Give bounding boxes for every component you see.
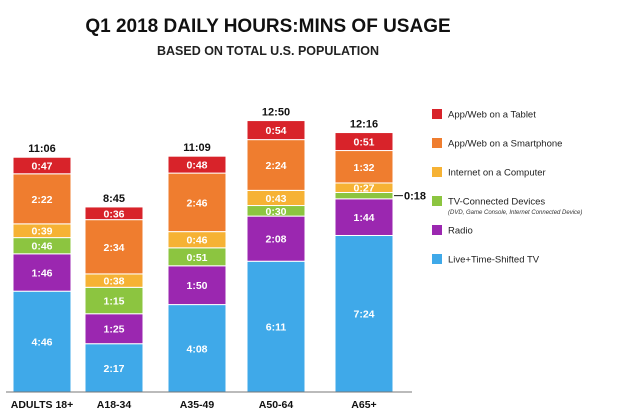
data-label: 1:32 [353, 162, 374, 174]
legend-note: (DVD, Game Console, Internet Connected D… [448, 210, 582, 216]
data-label: 0:38 [103, 276, 124, 288]
bar-segment-app-web-on-a-smartphone-a65 [334, 150, 394, 184]
bar-segment-radio-a35-49 [167, 265, 227, 306]
legend-item-app-web-on-a-tablet: App/Web on a Tablet [432, 109, 536, 121]
data-label: 0:27 [353, 183, 374, 195]
legend-label: Live+Time-Shifted TV [448, 255, 540, 266]
legend-item-live-time-shifted-tv: Live+Time-Shifted TV [432, 254, 540, 266]
total-label: 11:09 [183, 142, 211, 154]
data-label: 2:22 [31, 194, 52, 206]
data-label: 4:46 [31, 337, 52, 349]
bar-segment-tv-connected-devices-a18-34 [84, 286, 144, 315]
category-label: A50-64 [259, 399, 294, 411]
category-label: A65+ [351, 399, 376, 411]
bar-stack-a65: 7:24 1:44 0:18 0:27 1:32 0:51 12:16 [334, 119, 426, 393]
legend: App/Web on a Tablet App/Web on a Smartpho… [432, 109, 582, 266]
data-label: 0:51 [186, 252, 207, 264]
callout-label: 0:18 [404, 191, 426, 203]
data-label: 0:30 [265, 206, 286, 218]
bar-segment-app-web-on-a-smartphone-a35-49 [167, 172, 227, 233]
total-label: 8:45 [103, 193, 125, 205]
data-label: 1:50 [186, 280, 207, 292]
bar-segment-radio-adults-18 [12, 253, 72, 292]
legend-label: Internet on a Computer [448, 168, 546, 179]
legend-label: Radio [448, 226, 473, 237]
data-label: 1:46 [31, 268, 52, 280]
legend-label: App/Web on a Tablet [448, 110, 536, 121]
bar-stack-a50-64: 6:11 2:08 0:300:43 2:24 0:54 12:50 [246, 107, 306, 393]
legend-item-internet-on-a-computer: Internet on a Computer [432, 167, 546, 179]
bar-segment-app-web-on-a-smartphone-a50-64 [246, 139, 306, 191]
data-label: 0:46 [31, 241, 52, 253]
data-label: 0:36 [103, 208, 124, 220]
data-label: 2:34 [103, 242, 124, 254]
data-label: 0:47 [31, 161, 52, 173]
legend-swatch [432, 254, 442, 264]
bar-stack-adults-18: 4:46 1:46 0:46 0:39 2:22 0:47 11:06 [12, 143, 72, 393]
legend-swatch [432, 196, 442, 206]
legend-item-tv-connected-devices: TV-Connected Devices (DVD, Game Console, … [432, 196, 582, 216]
bar-segment-app-web-on-a-tablet-a65 [334, 132, 394, 152]
bar-segment-app-web-on-a-smartphone-a18-34 [84, 219, 144, 275]
bar-segment-app-web-on-a-tablet-a35-49 [167, 155, 227, 174]
legend-label: TV-Connected Devices [448, 197, 545, 208]
data-label: 2:08 [265, 234, 286, 246]
bar-stacks: 4:46 1:46 0:46 0:39 2:22 0:47 11:06 2:17 1:25 1:1… [12, 107, 426, 393]
bar-segment-app-web-on-a-tablet-a50-64 [246, 120, 306, 141]
legend-swatch [432, 167, 442, 177]
data-label: 0:46 [186, 235, 207, 247]
bar-segment-app-web-on-a-tablet-a18-34 [84, 206, 144, 221]
data-label: 1:25 [103, 324, 124, 336]
bar-segment-radio-a50-64 [246, 215, 306, 262]
total-label: 12:16 [350, 119, 378, 131]
bar-stack-a35-49: 4:08 1:50 0:51 0:46 2:46 0:48 11:09 [167, 142, 227, 393]
data-label: 2:46 [186, 197, 207, 209]
data-label: 2:24 [265, 160, 286, 172]
total-label: 12:50 [262, 107, 290, 119]
bar-segment-live-time-shifted-tv-a35-49 [167, 304, 227, 393]
data-label: 0:39 [31, 226, 52, 238]
chart-title: Q1 2018 DAILY HOURS:MINS OF USAGE [85, 16, 450, 37]
data-label: 2:17 [103, 363, 124, 375]
chart-subtitle: BASED ON TOTAL U.S. POPULATION [157, 44, 379, 58]
bar-segment-app-web-on-a-tablet-adults-18 [12, 156, 72, 175]
legend-swatch [432, 225, 442, 235]
bar-stack-a18-34: 2:17 1:25 1:15 0:38 2:34 0:36 8:45 [84, 193, 144, 393]
total-label: 11:06 [28, 143, 56, 155]
data-label: 1:44 [353, 212, 374, 224]
data-label: 1:15 [103, 296, 124, 308]
data-label: 7:24 [353, 309, 374, 321]
legend-swatch [432, 138, 442, 148]
category-labels: ADULTS 18+ A18-34 A35-49 A50-64 A65+ [11, 399, 377, 411]
bar-segment-app-web-on-a-smartphone-adults-18 [12, 173, 72, 225]
category-label: A35-49 [180, 399, 215, 411]
bar-segment-radio-a65 [334, 198, 394, 236]
data-label: 6:11 [266, 322, 287, 334]
category-label: A18-34 [97, 399, 132, 411]
legend-item-app-web-on-a-smartphone: App/Web on a Smartphone [432, 138, 562, 150]
category-label: ADULTS 18+ [11, 399, 74, 411]
data-label: 0:54 [265, 125, 286, 137]
legend-swatch [432, 109, 442, 119]
data-label: 0:51 [353, 137, 374, 149]
bar-segment-live-time-shifted-tv-adults-18 [12, 290, 72, 393]
legend-item-radio: Radio [432, 225, 473, 237]
data-label: 4:08 [186, 343, 207, 355]
data-label: 0:43 [265, 193, 286, 205]
data-label: 0:48 [186, 160, 207, 172]
legend-label: App/Web on a Smartphone [448, 139, 562, 150]
